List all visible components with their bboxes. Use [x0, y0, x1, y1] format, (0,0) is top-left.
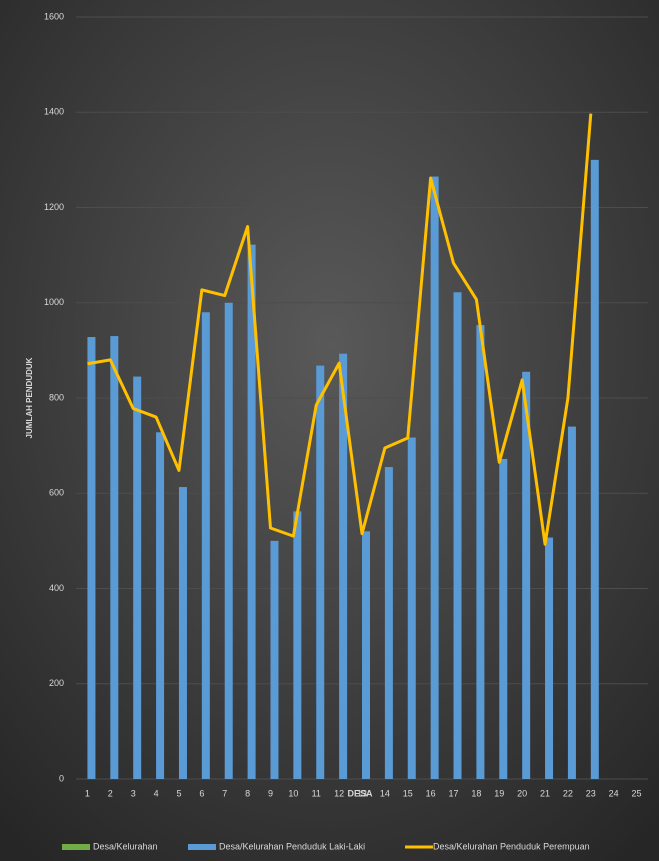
x-tick-label: 5 [176, 788, 181, 798]
bar [590, 159, 599, 779]
x-tick-label: 21 [540, 788, 550, 798]
bar [87, 337, 96, 779]
x-tick-label: 7 [222, 788, 227, 798]
bar [293, 511, 302, 779]
x-tick-label: 20 [517, 788, 527, 798]
x-tick-label: 24 [609, 788, 619, 798]
bar [476, 325, 485, 779]
x-tick-label: 8 [245, 788, 250, 798]
bar [499, 458, 508, 779]
y-tick-label: 800 [49, 392, 64, 402]
x-tick-label: 18 [471, 788, 481, 798]
x-tick-label: 13 [357, 788, 367, 798]
bar [178, 487, 187, 779]
bar [407, 437, 416, 779]
y-tick-label: 200 [49, 678, 64, 688]
legend-swatch [62, 844, 90, 850]
line [87, 113, 593, 546]
x-tick-label: 9 [268, 788, 273, 798]
bar [270, 540, 279, 779]
bar [133, 376, 142, 779]
y-tick-label: 1000 [44, 297, 64, 307]
y-tick-label: 0 [59, 773, 64, 783]
legend-label: Desa/Kelurahan Penduduk Laki-Laki [219, 841, 365, 851]
legend-label: Desa/Kelurahan Penduduk Perempuan [433, 841, 590, 851]
x-tick-label: 1 [85, 788, 90, 798]
legend-swatch [188, 844, 216, 850]
y-tick-label: 1400 [44, 107, 64, 117]
x-tick-label: 14 [380, 788, 390, 798]
x-tick-label: 19 [494, 788, 504, 798]
x-tick-label: 22 [563, 788, 573, 798]
x-tick-label: 2 [108, 788, 113, 798]
bar [430, 176, 439, 779]
bar [522, 371, 531, 779]
bar [453, 292, 462, 779]
bar [156, 432, 165, 779]
bar [362, 531, 370, 779]
y-tick-label: 600 [49, 488, 64, 498]
x-tick-label: 17 [449, 788, 459, 798]
x-tick-label: 10 [288, 788, 298, 798]
x-tick-label: 3 [131, 788, 136, 798]
x-tick-label: 11 [312, 788, 321, 798]
bar [339, 353, 348, 779]
x-tick-label: 6 [199, 788, 204, 798]
bar [384, 467, 393, 779]
x-tick-label: 4 [154, 788, 159, 798]
bar [224, 302, 233, 779]
y-tick-label: 400 [49, 583, 64, 593]
x-tick-label: 12 [334, 788, 344, 798]
legend-label: Desa/Kelurahan [93, 841, 158, 851]
bar [110, 336, 119, 779]
y-axis-label: JUMLAH PENDUDUK [25, 357, 34, 438]
bar [567, 426, 576, 779]
bar [247, 244, 256, 779]
y-tick-label: 1600 [44, 11, 64, 21]
x-tick-label: 15 [403, 788, 413, 798]
x-tick-label: 16 [426, 788, 436, 798]
x-tick-label: 25 [632, 788, 642, 798]
bar [545, 537, 554, 779]
bar [316, 365, 325, 779]
bar [201, 312, 210, 779]
y-tick-label: 1200 [44, 202, 64, 212]
x-axis-label: DESA [347, 788, 373, 798]
x-tick-label: 23 [586, 788, 596, 798]
